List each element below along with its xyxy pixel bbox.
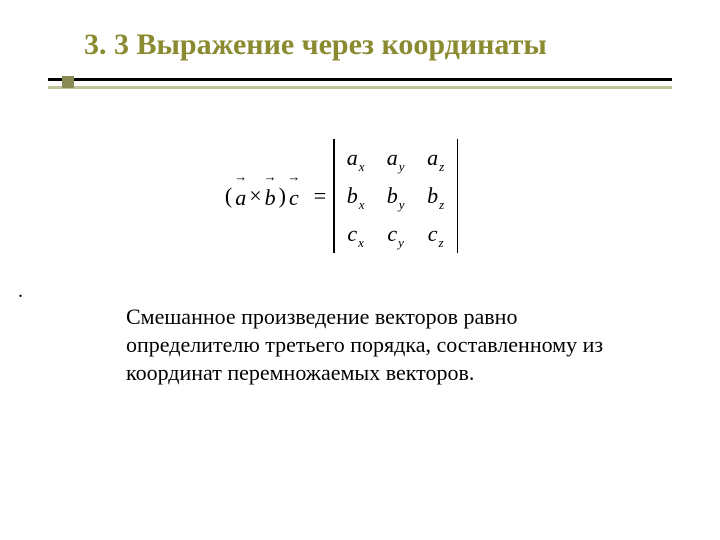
cell-cx: cx — [345, 221, 367, 247]
equals: = — [314, 183, 326, 209]
cell-ay: ay — [385, 145, 407, 171]
formula: ( a × b ) c = ax ay az bx by bz cx cy — [8, 139, 672, 253]
body-paragraph: Смешанное произведение векторов равно оп… — [126, 303, 632, 387]
det-bar-right — [457, 139, 459, 253]
cell-az: az — [425, 145, 447, 171]
rule-thin — [48, 86, 672, 89]
cell-ax: ax — [345, 145, 367, 171]
cell-by: by — [385, 183, 407, 209]
determinant: ax ay az bx by bz cx cy cz — [333, 139, 458, 253]
cell-bx: bx — [345, 183, 367, 209]
cell-cy: cy — [385, 221, 407, 247]
vector-c: c — [289, 181, 299, 211]
formula-lhs: ( a × b ) c — [222, 181, 299, 211]
rule-thick — [48, 78, 672, 81]
matrix: ax ay az bx by bz cx cy cz — [335, 139, 457, 253]
square-marker — [62, 76, 74, 88]
slide-title: 3. 3 Выражение через координаты — [84, 28, 672, 62]
vector-a: a — [235, 181, 246, 211]
cell-bz: bz — [425, 183, 447, 209]
paren-close: ) — [279, 183, 286, 209]
cross-op: × — [249, 183, 261, 209]
vector-b: b — [265, 181, 276, 211]
paren-open: ( — [225, 183, 232, 209]
slide: 3. 3 Выражение через координаты ( a × b … — [0, 0, 720, 540]
title-rule — [48, 78, 672, 89]
stray-dot: . — [18, 280, 23, 303]
cell-cz: cz — [425, 221, 447, 247]
